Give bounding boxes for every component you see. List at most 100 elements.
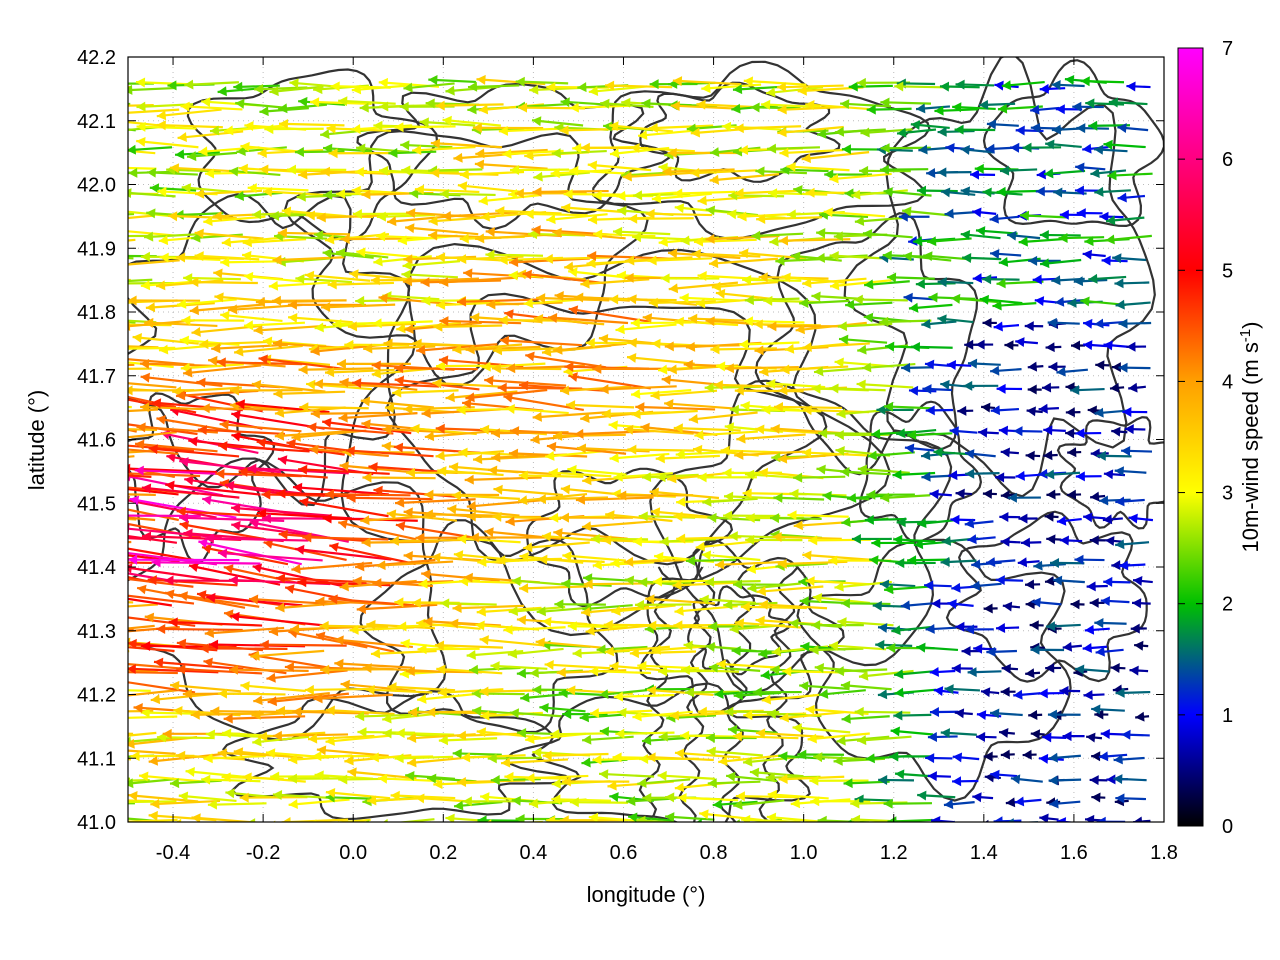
wind-vector-shaft <box>128 537 151 541</box>
wind-vector-head <box>784 343 795 354</box>
y-tick-label: 42.1 <box>77 111 116 133</box>
wind-vector-head <box>516 727 527 738</box>
wind-vector-head <box>790 798 801 809</box>
wind-vector-head <box>257 508 267 519</box>
wind-vector-head <box>786 161 796 172</box>
wind-vector-shaft <box>128 108 180 114</box>
wind-vector-head <box>674 605 684 616</box>
wind-vector-head <box>937 277 947 288</box>
wind-vector-head <box>1002 601 1013 612</box>
wind-vector-head <box>275 705 286 716</box>
wind-vector-head <box>247 183 257 194</box>
wind-vector-head <box>141 641 151 652</box>
wind-vector-head <box>272 790 283 800</box>
wind-vector-head <box>585 625 595 636</box>
wind-vector-head <box>574 428 584 439</box>
wind-vector-head <box>495 206 505 217</box>
wind-vector-head <box>423 509 433 520</box>
wind-vector-head <box>667 473 677 484</box>
wind-vector-head <box>990 769 1000 780</box>
wind-vector-head <box>194 251 204 262</box>
wind-vector-head <box>651 338 661 349</box>
wind-vector-head <box>272 254 282 265</box>
wind-vector-head <box>608 420 618 431</box>
wind-vector-head <box>159 252 169 263</box>
wind-vector-head <box>697 472 707 483</box>
wind-vector-head <box>923 251 933 262</box>
wind-vector-head <box>104 541 113 551</box>
wind-vector-head <box>200 403 210 414</box>
wind-vector-head <box>879 164 889 175</box>
wind-vector-shaft <box>128 358 195 366</box>
wind-vector-head <box>602 535 612 546</box>
wind-vector-head <box>929 666 939 677</box>
wind-vector-head <box>79 588 88 598</box>
wind-vector-head <box>1111 560 1121 571</box>
wind-vector-head <box>111 659 120 669</box>
wind-vector-head <box>372 318 382 329</box>
wind-vector-head <box>613 471 623 482</box>
wind-vector-head <box>879 579 890 590</box>
wind-vector-head <box>178 791 189 802</box>
wind-vector-head <box>474 159 485 170</box>
wind-vector-shaft <box>706 749 763 757</box>
wind-vector-shaft <box>394 824 454 830</box>
wind-vector-head <box>277 455 288 465</box>
wind-vector-head <box>649 79 659 90</box>
wind-vector-head <box>1117 192 1127 203</box>
wind-vector-head <box>532 186 542 197</box>
wind-vector-shaft <box>802 451 868 457</box>
wind-vector-head <box>196 377 206 388</box>
wind-vector-shaft <box>782 670 845 674</box>
wind-vector-shaft <box>561 206 627 214</box>
wind-vector-shaft <box>805 103 870 111</box>
wind-vector-head <box>165 589 175 600</box>
wind-vector-head <box>642 792 652 803</box>
wind-vector-head <box>691 249 701 259</box>
wind-vector-head <box>480 710 490 721</box>
wind-vector-head <box>1045 139 1055 150</box>
wind-vector-head <box>452 603 462 614</box>
wind-vector-head <box>1046 489 1056 500</box>
wind-vector-head <box>857 464 868 475</box>
wind-vector-head <box>632 232 642 243</box>
wind-vector-head <box>902 251 913 262</box>
wind-vector-head <box>538 554 548 565</box>
wind-vector-head <box>93 667 102 677</box>
wind-vector-head <box>316 212 326 223</box>
wind-vector-head <box>547 313 558 323</box>
wind-vector-shaft <box>198 540 302 566</box>
wind-vector-head <box>339 461 349 472</box>
wind-vector-shaft <box>505 407 569 415</box>
wind-vector-shaft <box>352 381 440 388</box>
wind-vector-shaft <box>128 777 131 780</box>
wind-vector-head <box>1038 468 1048 479</box>
wind-vector-shaft <box>670 104 742 110</box>
wind-vector-head <box>456 730 467 741</box>
wind-vector-head <box>351 185 361 196</box>
wind-vector-shaft <box>203 754 266 760</box>
wind-vector-head <box>626 353 637 363</box>
wind-vector-head <box>599 726 610 737</box>
wind-vector-head <box>325 788 336 798</box>
wind-vector-shaft <box>691 252 761 258</box>
wind-vector-head <box>128 321 131 332</box>
wind-vector-head <box>427 773 437 784</box>
wind-vector-shaft <box>739 341 800 346</box>
wind-vector-head <box>734 123 744 134</box>
x-tick-label: 1.0 <box>790 842 818 864</box>
wind-vector-shaft <box>447 507 520 517</box>
wind-vector-head <box>314 770 324 781</box>
wind-vector-shaft <box>251 382 326 393</box>
wind-vector-head <box>467 104 477 115</box>
wind-vector-head <box>581 521 592 532</box>
wind-vector-head <box>447 504 457 515</box>
wind-vector-head <box>1084 624 1095 635</box>
wind-vector-head <box>637 778 647 789</box>
wind-vector-head <box>65 751 74 761</box>
wind-vector-shaft <box>758 603 828 610</box>
wind-vector-head <box>394 375 405 386</box>
wind-vector-head <box>457 181 468 192</box>
wind-vector-head <box>1000 536 1010 547</box>
wind-vector-head <box>265 748 276 759</box>
